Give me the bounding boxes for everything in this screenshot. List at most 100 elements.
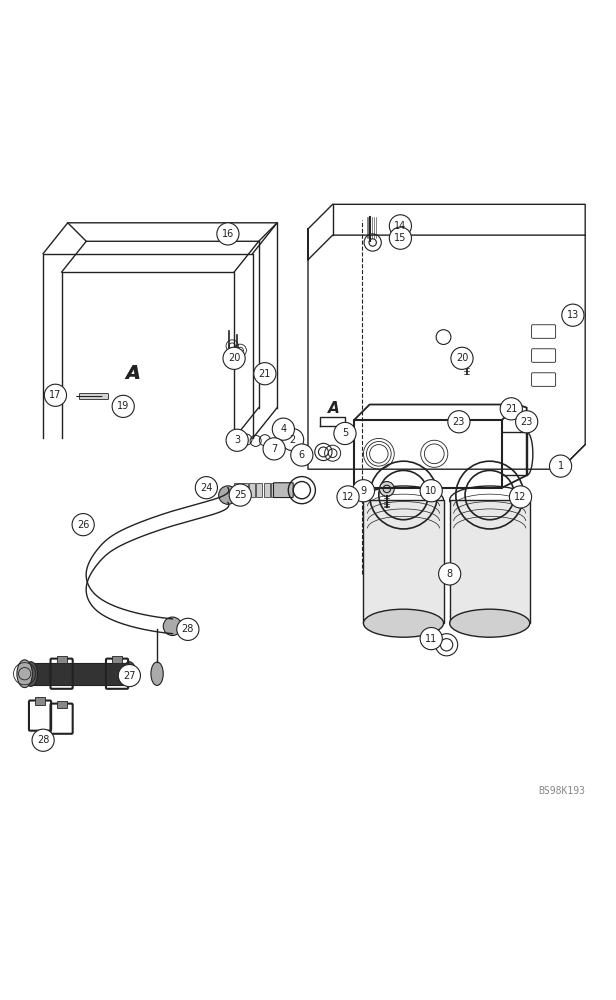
Text: 21: 21 [505, 404, 517, 414]
Circle shape [112, 395, 134, 417]
Circle shape [364, 234, 381, 251]
Circle shape [44, 384, 67, 406]
Text: 23: 23 [521, 417, 533, 427]
Ellipse shape [450, 609, 530, 637]
Circle shape [440, 639, 453, 651]
Circle shape [451, 347, 473, 369]
Circle shape [369, 239, 376, 246]
Bar [112, 656, 122, 663]
Text: 3: 3 [234, 435, 240, 445]
Bar [57, 656, 67, 663]
Circle shape [500, 398, 522, 420]
Circle shape [272, 418, 294, 440]
Text: 27: 27 [123, 671, 136, 681]
Bar [271, 483, 277, 497]
Text: 13: 13 [567, 310, 579, 320]
Circle shape [226, 429, 248, 451]
Text: 14: 14 [394, 221, 407, 231]
Text: 24: 24 [200, 483, 213, 493]
Text: 6: 6 [299, 450, 305, 460]
Ellipse shape [363, 609, 444, 637]
Bar [363, 500, 444, 623]
Bar [57, 701, 67, 708]
Circle shape [177, 618, 199, 640]
Text: 23: 23 [453, 417, 465, 427]
Text: 25: 25 [234, 490, 246, 500]
Circle shape [117, 398, 129, 411]
Circle shape [263, 438, 285, 460]
Bar [264, 483, 270, 497]
Text: 15: 15 [394, 233, 407, 243]
Circle shape [118, 664, 140, 687]
Circle shape [291, 444, 313, 466]
Text: 19: 19 [117, 401, 129, 411]
Circle shape [217, 223, 239, 245]
FancyBboxPatch shape [532, 325, 556, 338]
Bar [31, 663, 129, 685]
Circle shape [439, 563, 461, 585]
Circle shape [32, 729, 54, 751]
Text: A: A [328, 401, 340, 416]
Circle shape [562, 304, 584, 326]
Circle shape [516, 411, 538, 433]
Bar [249, 483, 255, 497]
Text: 4: 4 [280, 424, 286, 434]
FancyBboxPatch shape [532, 373, 556, 386]
Text: 26: 26 [77, 520, 89, 530]
Bar [256, 483, 262, 497]
Circle shape [436, 634, 458, 656]
FancyBboxPatch shape [274, 483, 293, 498]
FancyBboxPatch shape [274, 443, 284, 450]
Circle shape [223, 347, 245, 369]
Circle shape [549, 455, 572, 477]
Circle shape [254, 363, 276, 385]
Text: 9: 9 [360, 486, 367, 496]
Text: 10: 10 [425, 486, 437, 496]
Circle shape [334, 422, 356, 445]
Text: A: A [126, 365, 139, 383]
Bar [35, 697, 45, 705]
Circle shape [219, 486, 237, 504]
Text: 11: 11 [425, 634, 437, 644]
Text: 16: 16 [222, 229, 234, 239]
Text: 28: 28 [37, 735, 49, 745]
Circle shape [389, 227, 411, 249]
Ellipse shape [123, 662, 136, 686]
Circle shape [352, 480, 375, 502]
Bar [234, 483, 240, 497]
Text: A: A [125, 364, 140, 383]
FancyBboxPatch shape [532, 349, 556, 362]
Circle shape [448, 411, 470, 433]
Text: 12: 12 [342, 492, 354, 502]
Circle shape [229, 484, 251, 506]
Circle shape [420, 480, 442, 502]
Text: 5: 5 [342, 428, 348, 438]
Text: BS98K193: BS98K193 [538, 786, 585, 796]
Circle shape [282, 429, 304, 451]
Text: 7: 7 [271, 444, 277, 454]
Circle shape [379, 482, 394, 496]
Ellipse shape [24, 662, 38, 686]
Text: 20: 20 [228, 353, 240, 363]
Circle shape [509, 486, 532, 508]
Text: 21: 21 [259, 369, 271, 379]
Circle shape [389, 215, 411, 237]
Circle shape [72, 514, 94, 536]
Ellipse shape [151, 662, 163, 685]
Text: 28: 28 [182, 624, 194, 634]
Text: 12: 12 [514, 492, 527, 502]
FancyBboxPatch shape [79, 393, 108, 400]
Text: 20: 20 [456, 353, 468, 363]
Text: 1: 1 [557, 461, 564, 471]
Ellipse shape [363, 486, 444, 514]
Circle shape [279, 421, 294, 435]
Bar [450, 500, 530, 623]
Text: 2: 2 [290, 435, 296, 445]
Circle shape [420, 628, 442, 650]
Text: 8: 8 [447, 569, 453, 579]
Circle shape [195, 477, 217, 499]
Bar [241, 483, 248, 497]
Circle shape [436, 330, 451, 344]
Text: 17: 17 [49, 390, 62, 400]
Ellipse shape [450, 486, 530, 514]
